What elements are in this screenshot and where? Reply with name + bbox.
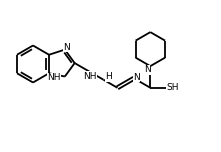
Text: N: N: [63, 43, 70, 52]
Text: N: N: [144, 65, 151, 74]
Text: N: N: [133, 73, 140, 82]
Text: NH: NH: [47, 73, 61, 82]
Text: H: H: [105, 72, 112, 81]
Text: NH: NH: [83, 72, 97, 81]
Text: SH: SH: [166, 83, 179, 92]
